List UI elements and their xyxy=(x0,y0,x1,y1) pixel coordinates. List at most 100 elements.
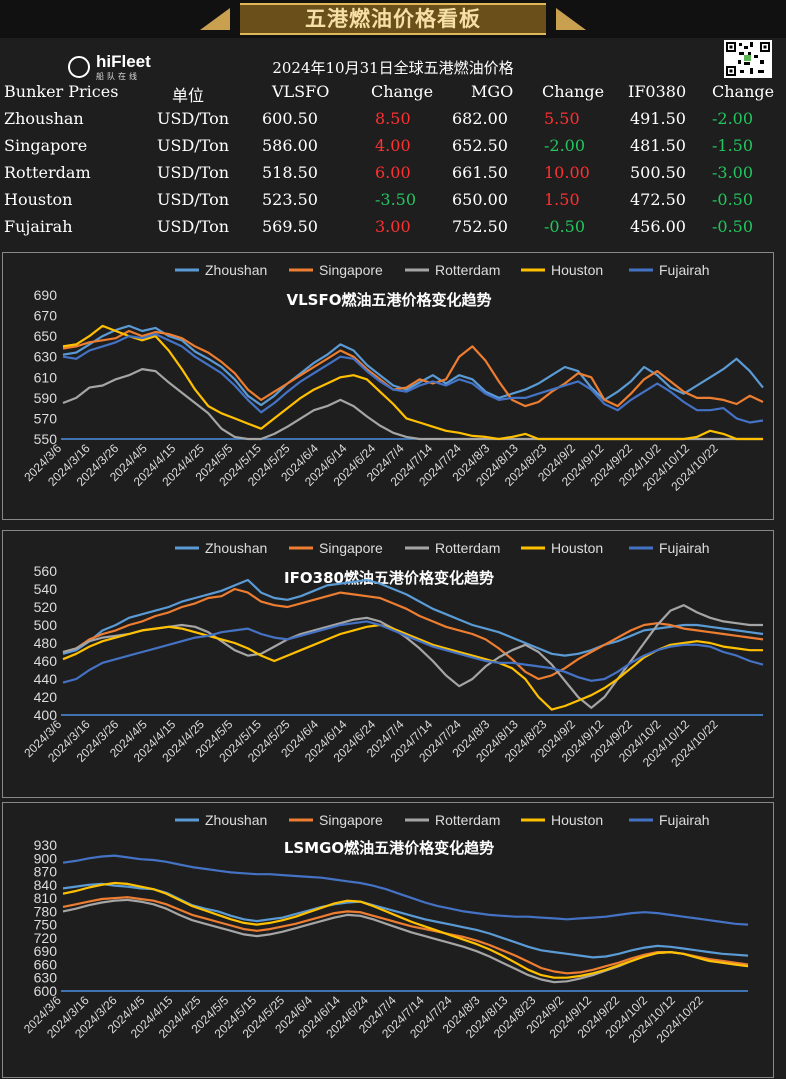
header-mgo-change: Change xyxy=(542,82,605,101)
ifo-change: -1.50 xyxy=(712,136,754,155)
header-ifo-change: Change xyxy=(712,82,775,101)
lsmgo-chart: Zhoushan Singapore Rotterdam Houston Fujaira… xyxy=(21,812,749,1046)
unit: USD/Ton xyxy=(157,190,230,209)
port: Zhoushan xyxy=(4,109,84,128)
banner: 五港燃油价格看板 xyxy=(0,0,786,38)
series-line-fujairah xyxy=(62,854,749,926)
header-unit: 单位 xyxy=(172,86,205,105)
chart-title: VLSFO燃油五港价格变化趋势 xyxy=(287,291,492,309)
legend-label-rotterdam: Rotterdam xyxy=(435,262,500,278)
y-tick-label: 610 xyxy=(34,369,58,385)
table-row: Rotterdam USD/Ton 518.50 6.00 661.50 10.00 500… xyxy=(0,163,786,190)
y-tick-label: 720 xyxy=(34,930,58,946)
ifo-price: 472.50 xyxy=(630,190,686,209)
y-tick-label: 780 xyxy=(34,903,58,919)
vlsfo-price: 518.50 xyxy=(262,163,318,182)
header-mgo: MGO xyxy=(471,82,514,101)
hifleet-logo: hiFleet 船队在线 xyxy=(68,52,168,82)
table-row: Fujairah USD/Ton 569.50 3.00 752.50 -0.50 456.… xyxy=(0,217,786,244)
header-vlsfo: VLSFO xyxy=(272,82,330,101)
logo-subtitle: 船队在线 xyxy=(96,72,140,81)
ifo-change: -3.00 xyxy=(712,163,754,182)
series-line-zhoushan xyxy=(62,324,764,407)
port: Houston xyxy=(4,190,73,209)
y-tick-label: 440 xyxy=(34,671,58,687)
y-tick-label: 400 xyxy=(34,707,58,723)
vlsfo-price: 569.50 xyxy=(262,217,318,236)
ifo380-chart: Zhoushan Singapore Rotterdam Houston Fujaira… xyxy=(21,540,764,770)
y-tick-label: 460 xyxy=(34,653,58,669)
y-tick-label: 570 xyxy=(34,410,58,426)
y-tick-label: 670 xyxy=(34,308,58,324)
banner-left-wing xyxy=(200,8,230,30)
header-vlsfo-change: Change xyxy=(371,82,434,101)
vlsfo-price: 586.00 xyxy=(262,136,318,155)
mgo-change: -0.50 xyxy=(544,217,586,236)
mgo-price: 752.50 xyxy=(452,217,508,236)
mgo-price: 650.00 xyxy=(452,190,508,209)
chart-title: LSMGO燃油五港价格变化趋势 xyxy=(284,839,494,857)
y-tick-label: 840 xyxy=(34,877,58,893)
banner-right-wing xyxy=(556,8,586,30)
legend-label-fujairah: Fujairah xyxy=(659,540,710,556)
y-tick-label: 590 xyxy=(34,390,58,406)
mgo-change: -2.00 xyxy=(544,136,586,155)
series-line-houston xyxy=(62,881,749,979)
y-tick-label: 630 xyxy=(34,349,58,365)
legend-label-houston: Houston xyxy=(551,262,603,278)
port: Rotterdam xyxy=(4,163,91,182)
table-row: Singapore USD/Ton 586.00 4.00 652.50 -2.00 481… xyxy=(0,136,786,163)
legend-label-rotterdam: Rotterdam xyxy=(435,540,500,556)
y-tick-label: 540 xyxy=(34,581,58,597)
y-tick-label: 660 xyxy=(34,956,58,972)
vlsfo-change: 6.00 xyxy=(375,163,411,182)
y-tick-label: 750 xyxy=(34,917,58,933)
ifo-change: -2.00 xyxy=(712,109,754,128)
y-tick-label: 560 xyxy=(34,563,58,579)
mgo-change: 5.50 xyxy=(544,109,580,128)
vlsfo-chart-panel: Zhoushan Singapore Rotterdam Houston Fujaira… xyxy=(2,252,774,520)
banner-strip xyxy=(240,3,546,35)
vlsfo-chart: Zhoushan Singapore Rotterdam Houston Fujaira… xyxy=(21,262,764,494)
logo-name: hiFleet xyxy=(96,52,151,71)
series-line-fujairah xyxy=(62,332,764,424)
port: Singapore xyxy=(4,136,88,155)
unit: USD/Ton xyxy=(157,217,230,236)
mgo-change: 10.00 xyxy=(544,163,590,182)
table-header-row: Bunker Prices 单位 VLSFO Change MGO Change… xyxy=(0,82,786,109)
vlsfo-change: 8.50 xyxy=(375,109,411,128)
mgo-change: 1.50 xyxy=(544,190,580,209)
y-tick-label: 690 xyxy=(34,287,58,303)
vlsfo-change: -3.50 xyxy=(375,190,417,209)
table-title: 2024年10月31日全球五港燃油价格 xyxy=(272,59,514,77)
legend-label-singapore: Singapore xyxy=(319,540,383,556)
globe-icon xyxy=(68,56,90,78)
y-tick-label: 870 xyxy=(34,864,58,880)
y-tick-label: 550 xyxy=(34,431,58,447)
header-ifo380: IF0380 xyxy=(628,82,687,101)
y-tick-label: 930 xyxy=(34,837,58,853)
vlsfo-price: 523.50 xyxy=(262,190,318,209)
y-tick-label: 480 xyxy=(34,635,58,651)
vlsfo-change: 4.00 xyxy=(375,136,411,155)
legend-label-fujairah: Fujairah xyxy=(659,262,710,278)
legend-label-singapore: Singapore xyxy=(319,262,383,278)
y-tick-label: 690 xyxy=(34,943,58,959)
ifo-price: 456.00 xyxy=(630,217,686,236)
header-bunker-prices: Bunker Prices xyxy=(4,82,119,101)
series-line-houston xyxy=(62,324,763,441)
y-tick-label: 420 xyxy=(34,689,58,705)
y-tick-label: 600 xyxy=(34,983,58,999)
ifo-change: -0.50 xyxy=(712,190,754,209)
ifo-price: 491.50 xyxy=(630,109,686,128)
legend-label-houston: Houston xyxy=(551,540,603,556)
lsmgo-chart-panel: Zhoushan Singapore Rotterdam Houston Fujaira… xyxy=(2,802,774,1078)
table-row: Houston USD/Ton 523.50 -3.50 650.00 1.50 472.5… xyxy=(0,190,786,217)
unit: USD/Ton xyxy=(157,163,230,182)
page-title: 五港燃油价格看板 xyxy=(305,7,481,31)
legend-label-zhoushan: Zhoushan xyxy=(205,262,267,278)
y-tick-label: 900 xyxy=(34,850,58,866)
series-line-houston xyxy=(62,623,763,711)
mgo-price: 652.50 xyxy=(452,136,508,155)
ifo-price: 500.50 xyxy=(630,163,686,182)
